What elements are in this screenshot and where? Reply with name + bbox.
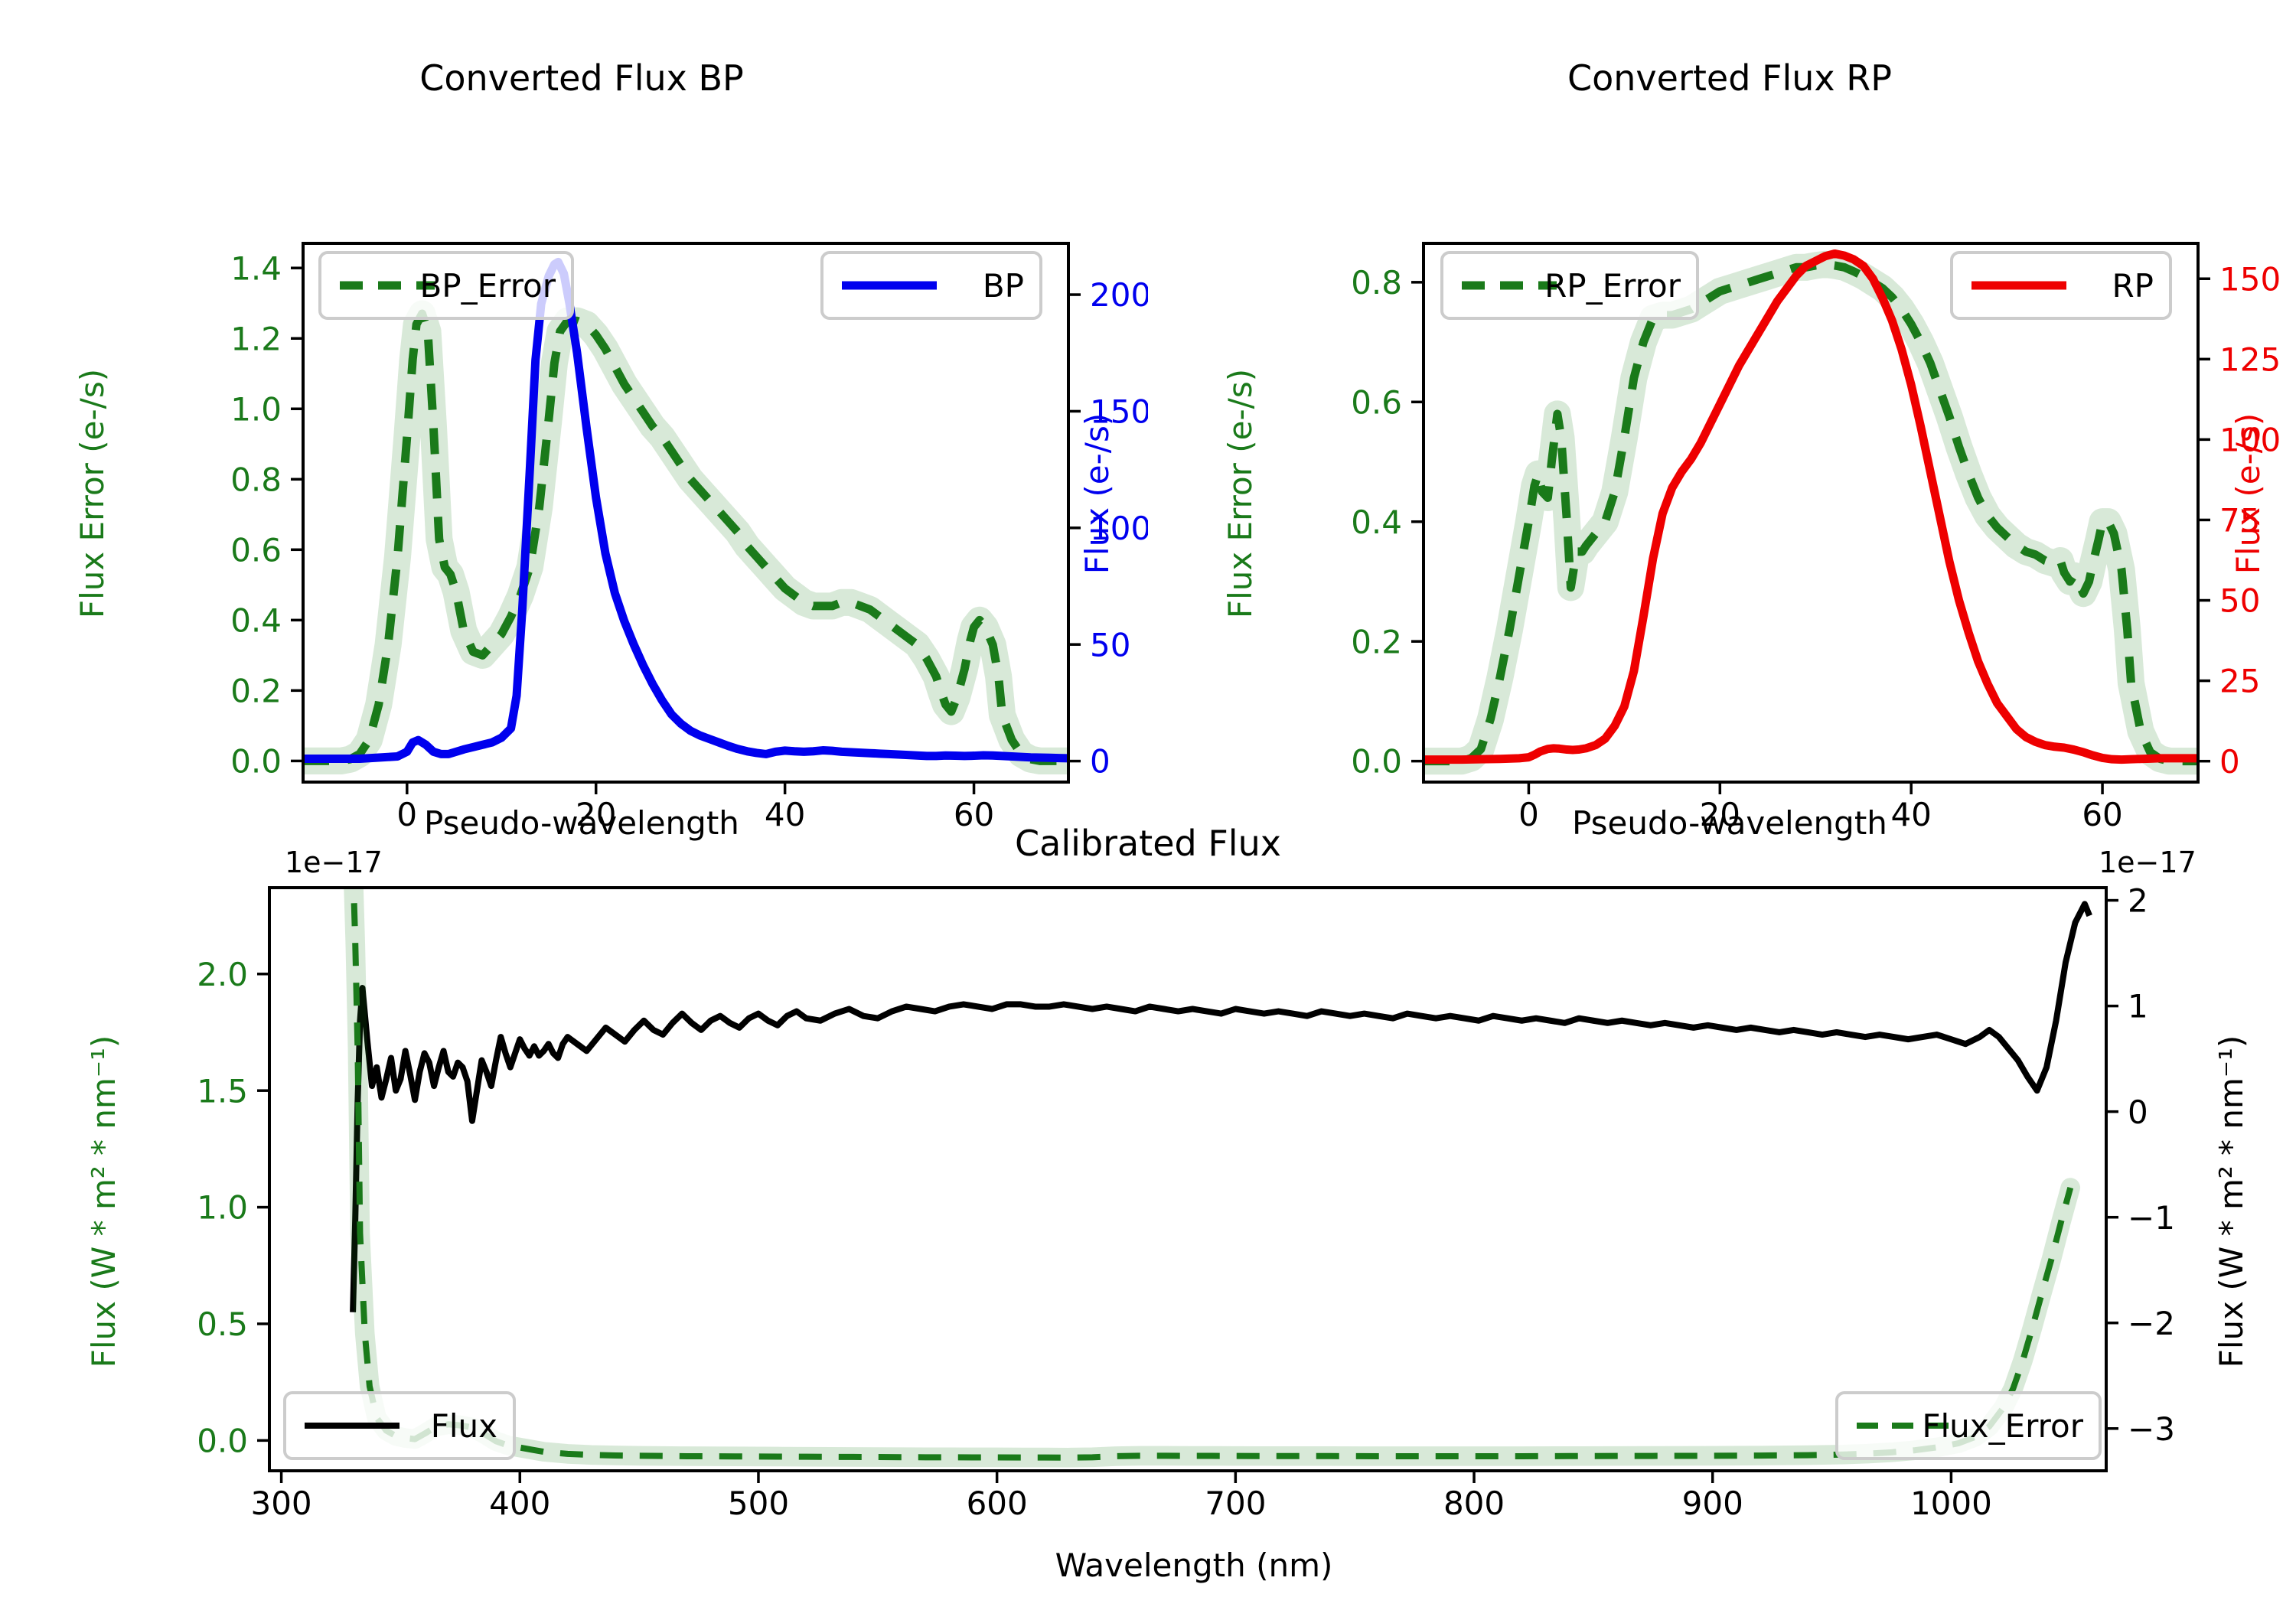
axes-spines	[268, 886, 2108, 1472]
x-tick-label: 20	[576, 796, 616, 833]
legend-label-flux-error: Flux_Error	[1922, 1407, 2083, 1445]
bp-x-axis-label: Pseudo-wavelength	[424, 804, 739, 842]
y2-tick-label: 0	[2128, 1094, 2148, 1131]
rp-panel-title: Converted Flux RP	[1567, 57, 1892, 99]
legend-label-rp-error: RP_Error	[1544, 267, 1681, 305]
y2-tick-label: 100	[1090, 510, 1148, 547]
x-tick-label: 900	[1682, 1485, 1743, 1522]
y-tick-label: 0.2	[1351, 623, 1402, 660]
y2-tick-label: 150	[1090, 393, 1148, 431]
y2-tick-label: 1	[2128, 988, 2148, 1025]
bp-y-axis-label: Flux Error (e-/s)	[73, 369, 111, 618]
series-flux	[350, 901, 2092, 1312]
y2-tick-label: 100	[2219, 422, 2281, 459]
rp-x-axis-label: Pseudo-wavelength	[1572, 804, 1887, 842]
x-tick-label: 60	[954, 796, 994, 833]
y-tick-label: 0.4	[1351, 504, 1402, 541]
y-tick-label: 2.0	[197, 956, 248, 993]
plot-area	[344, 888, 2092, 1468]
y-tick-label: 0.0	[230, 743, 282, 781]
series-bp	[303, 257, 1068, 764]
panel-converted-flux-rp: Converted Flux RP 0 20 40 60 0.0 0.2 0.4 0.6 0.8…	[1221, 57, 2281, 842]
y-tick-label: 0.0	[1351, 743, 1402, 781]
cal-x-axis-label: Wavelength (nm)	[1055, 1547, 1333, 1584]
legend-box-flux-error[interactable]	[1835, 1391, 2102, 1460]
x-tick-label: 60	[2082, 796, 2122, 833]
legend-box-bp-error[interactable]	[318, 251, 574, 320]
x-tick-label: 1000	[1910, 1485, 1992, 1522]
plot-area	[1424, 249, 2198, 775]
y-tick-label: 0.0	[197, 1422, 248, 1459]
x-tick-label: 700	[1205, 1485, 1266, 1522]
y2-tick-label: −2	[2128, 1305, 2175, 1342]
y2-tick-label: −3	[2128, 1410, 2175, 1448]
cal-y-axis-label: Flux (W * m² * nm⁻¹)	[85, 1035, 122, 1368]
y-tick-label: 1.5	[197, 1072, 248, 1110]
series-flux-error	[351, 888, 2074, 1461]
series-rp_error-halo	[1424, 250, 2198, 775]
y2-tick-label: 25	[2219, 663, 2260, 700]
y2-tick-label: 0	[1090, 743, 1110, 781]
series-bp_error-halo	[303, 300, 1068, 774]
x-tick-label: 500	[728, 1485, 789, 1522]
y-tick-label: 1.0	[230, 390, 282, 428]
axes-spines	[1422, 242, 2200, 784]
y-tick-label: 0.8	[1351, 264, 1402, 302]
x-tick-label: 300	[250, 1485, 311, 1522]
y2-tick-label: 0	[2219, 743, 2240, 781]
y-tick-label: 0.2	[230, 672, 282, 709]
y-tick-label: 0.4	[230, 601, 282, 639]
cal-left-offset-label: 1e−17	[285, 846, 383, 879]
panel-converted-flux-bp: Converted Flux BP 0 20 40 60 0.0 0.2 0.4 0.6 0.8…	[73, 57, 1148, 842]
x-tick-label: 0	[396, 796, 417, 833]
y2-tick-label: 125	[2219, 341, 2281, 378]
y2-tick-label: 200	[1090, 276, 1148, 314]
legend-box-rp-error[interactable]	[1440, 251, 1699, 320]
plot-area	[303, 257, 1068, 774]
y2-tick-label: 75	[2219, 502, 2260, 539]
y2-tick-label: 2	[2128, 882, 2148, 920]
legend-label-rp: RP	[2112, 267, 2154, 305]
y2-tick-label: 50	[1090, 626, 1130, 663]
x-tick-label: 40	[765, 796, 805, 833]
y2-tick-label: 50	[2219, 582, 2260, 620]
y-tick-label: 1.0	[197, 1189, 248, 1227]
cal-panel-title: Calibrated Flux	[1015, 823, 1281, 864]
x-tick-label: 0	[1518, 796, 1539, 833]
axes-spines	[302, 242, 1070, 784]
legend-label-bp: BP	[983, 267, 1024, 305]
series-flux_error-halo	[344, 888, 2081, 1468]
x-tick-label: 20	[1700, 796, 1740, 833]
y-tick-label: 0.6	[1351, 383, 1402, 421]
x-tick-label: 800	[1443, 1485, 1505, 1522]
y2-tick-label: 150	[2219, 260, 2281, 298]
y2-tick-label: −1	[2128, 1199, 2175, 1237]
legend-label-flux: Flux	[431, 1407, 497, 1445]
rp-y2-axis-label: Flux (e-/s)	[2229, 413, 2267, 574]
x-tick-label: 40	[1890, 796, 1931, 833]
cal-right-offset-label: 1e−17	[2099, 846, 2197, 879]
bp-y2-axis-label: Flux (e-/s)	[1078, 413, 1116, 574]
y-tick-label: 0.5	[197, 1305, 248, 1343]
y-tick-label: 1.2	[230, 320, 282, 357]
rp-y-axis-label: Flux Error (e-/s)	[1221, 369, 1259, 618]
x-tick-label: 400	[489, 1485, 550, 1522]
series-bp-error	[303, 309, 1068, 765]
legend-label-bp-error: BP_Error	[419, 267, 556, 305]
bp-panel-title: Converted Flux BP	[419, 57, 744, 99]
y-tick-label: 0.8	[230, 461, 282, 498]
series-rp-error	[1424, 259, 2198, 766]
panel-calibrated-flux: Calibrated Flux 1e−17 1e−17 300 400 500 600…	[85, 823, 2250, 1584]
y-tick-label: 1.4	[230, 249, 282, 287]
y-tick-label: 0.6	[230, 531, 282, 569]
series-rp	[1424, 249, 2198, 764]
x-tick-label: 600	[967, 1485, 1028, 1522]
cal-y2-axis-label: Flux (W * m² * nm⁻¹)	[2213, 1035, 2250, 1368]
